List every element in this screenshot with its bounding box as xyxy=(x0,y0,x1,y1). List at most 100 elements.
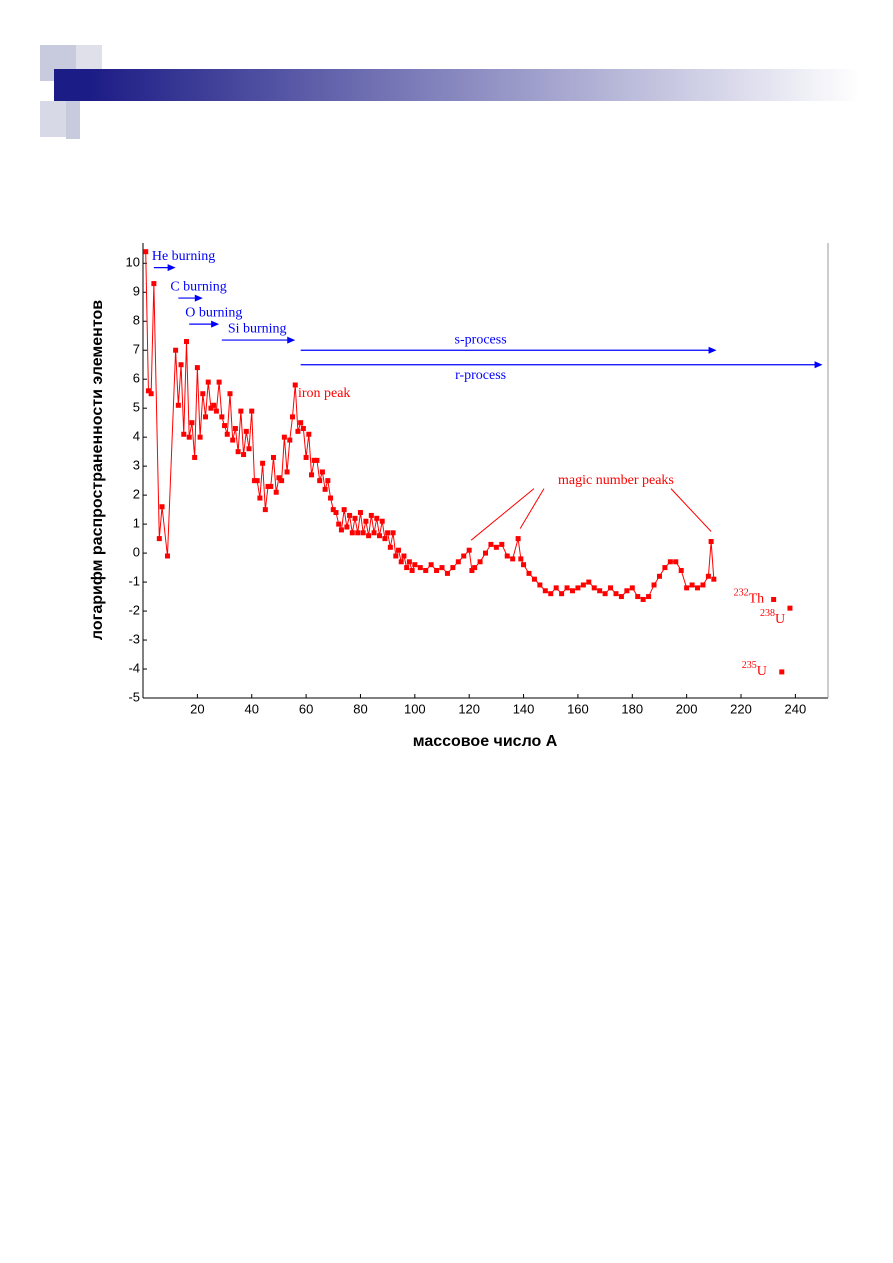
point xyxy=(151,281,157,287)
point xyxy=(393,553,399,559)
isotope-mass: 238 xyxy=(760,608,775,619)
pointer-line xyxy=(519,488,545,529)
process-label: O burning xyxy=(185,305,242,320)
point xyxy=(238,408,244,414)
arrow-head xyxy=(814,361,823,369)
point xyxy=(178,362,184,368)
isotope-symbol: Th xyxy=(749,592,765,607)
point xyxy=(232,425,238,431)
point xyxy=(303,454,309,460)
point xyxy=(292,382,298,388)
point xyxy=(608,585,614,591)
process-label: s-process xyxy=(455,332,507,347)
point xyxy=(227,391,233,397)
point xyxy=(396,547,402,553)
point xyxy=(635,594,641,600)
point xyxy=(409,567,415,573)
pointer-line xyxy=(470,488,535,541)
point xyxy=(273,489,279,495)
y-tick-label: 6 xyxy=(133,371,140,386)
arrow-head xyxy=(708,346,717,354)
point xyxy=(469,567,475,573)
point xyxy=(575,585,581,591)
point xyxy=(333,510,339,516)
point xyxy=(597,588,603,594)
isotope-label: 238U xyxy=(760,608,785,627)
point xyxy=(684,585,690,591)
point xyxy=(510,556,516,562)
point xyxy=(344,524,350,530)
point xyxy=(194,365,200,371)
point xyxy=(159,504,165,510)
point xyxy=(360,530,366,536)
point xyxy=(216,379,222,385)
point xyxy=(651,582,657,588)
point xyxy=(309,472,315,478)
point xyxy=(569,588,575,594)
point xyxy=(371,530,377,536)
point xyxy=(461,553,467,559)
x-tick-label: 80 xyxy=(353,701,367,716)
isotope-symbol: U xyxy=(757,664,767,679)
point xyxy=(143,249,149,255)
y-tick-label: 4 xyxy=(133,429,140,444)
point xyxy=(700,582,706,588)
arrow-head xyxy=(287,336,296,344)
point xyxy=(203,414,209,420)
pointer-line xyxy=(670,488,712,532)
isotope-label: 232Th xyxy=(734,588,765,607)
x-tick-label: 40 xyxy=(244,701,258,716)
point xyxy=(148,391,154,397)
point xyxy=(260,460,266,466)
arrow-head xyxy=(211,320,220,328)
point xyxy=(235,449,241,455)
point xyxy=(243,428,249,434)
point xyxy=(314,457,320,463)
point xyxy=(183,339,189,345)
point xyxy=(553,585,559,591)
point xyxy=(341,507,347,513)
point xyxy=(257,495,263,501)
point xyxy=(548,591,554,597)
point xyxy=(265,483,271,489)
point xyxy=(564,585,570,591)
point xyxy=(317,478,323,484)
point xyxy=(145,388,151,394)
point xyxy=(450,565,456,571)
point xyxy=(618,594,624,600)
point xyxy=(531,576,537,582)
point xyxy=(249,408,255,414)
point xyxy=(542,588,548,594)
point xyxy=(241,452,247,458)
point xyxy=(662,565,668,571)
point xyxy=(287,437,293,443)
point xyxy=(521,562,527,568)
point xyxy=(319,469,325,475)
x-tick-label: 20 xyxy=(190,701,204,716)
point xyxy=(230,437,236,443)
y-tick-label: 5 xyxy=(133,400,140,415)
point xyxy=(205,379,211,385)
point xyxy=(711,576,717,582)
y-axis-title: логарифм распространенности элементов xyxy=(89,300,106,640)
point xyxy=(192,454,198,460)
point xyxy=(526,570,532,576)
point xyxy=(398,559,404,565)
point xyxy=(586,579,592,585)
point xyxy=(181,431,187,437)
point xyxy=(483,550,488,556)
point xyxy=(488,541,494,547)
point xyxy=(640,596,646,602)
point xyxy=(434,567,440,573)
isotope-label: 235U xyxy=(742,660,767,679)
point xyxy=(412,562,418,568)
point xyxy=(213,408,219,414)
point xyxy=(624,588,630,594)
point xyxy=(379,518,385,524)
y-tick-label: -1 xyxy=(128,574,140,589)
point xyxy=(311,457,317,463)
point xyxy=(515,536,521,542)
header-decoration xyxy=(40,45,860,139)
isotope-mass: 232 xyxy=(734,588,749,599)
y-tick-label: 10 xyxy=(126,255,140,270)
